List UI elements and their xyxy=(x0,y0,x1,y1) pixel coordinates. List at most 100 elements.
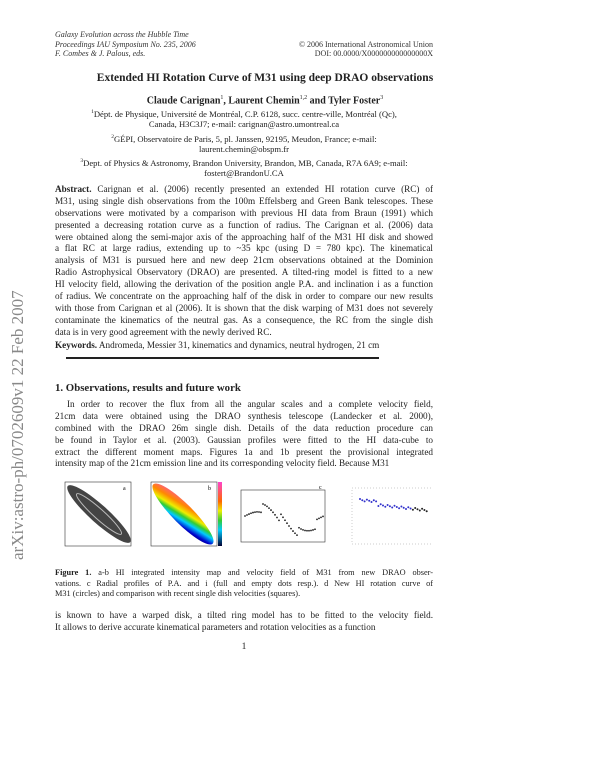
panel-label-b: b xyxy=(208,486,211,492)
data-point xyxy=(258,511,260,513)
aff-sup: 3 xyxy=(80,158,84,164)
data-point xyxy=(370,501,373,503)
text-line: combined with the DRAO 26m single dish. … xyxy=(55,422,433,433)
text-line: of radius. We concentrate on the approac… xyxy=(55,291,433,302)
data-point xyxy=(416,508,419,511)
data-point xyxy=(377,505,380,507)
data-point xyxy=(266,505,268,508)
affiliation-1: 1Dépt. de Physique, Université de Montré… xyxy=(55,107,433,130)
data-point xyxy=(270,509,272,511)
page-number: 1 xyxy=(241,642,247,652)
data-point xyxy=(398,507,401,510)
header-line: Galaxy Evolution across the Hubble Time xyxy=(55,30,189,39)
data-point xyxy=(298,526,300,529)
data-point xyxy=(306,529,308,532)
text-line: Radio Astrophysical Observatory (DRAO) a… xyxy=(55,267,433,278)
keywords-label: Keywords. xyxy=(55,340,98,350)
data-point xyxy=(405,508,407,510)
data-point xyxy=(322,515,324,518)
data-point xyxy=(388,505,391,508)
data-point xyxy=(421,507,424,510)
data-point xyxy=(361,499,364,502)
affiliation-2: 2GÉPI, Observatoire de Paris, 5, pl. Jan… xyxy=(55,132,433,155)
data-point xyxy=(365,498,368,501)
data-point xyxy=(304,529,306,532)
text-line: extract the different moment maps. Figur… xyxy=(55,446,433,457)
author: Laurent Chemin xyxy=(228,95,300,107)
text-line: a flat RC at large radius, extending up … xyxy=(55,243,433,254)
continuation-text: is known to have a warped disk, a tilted… xyxy=(55,610,433,634)
text-line: It allows to derive accurate kinematical… xyxy=(55,621,376,632)
data-point xyxy=(296,534,298,537)
aff-line: GÉPI, Observatoire de Paris, 5, pl. Jans… xyxy=(113,133,377,144)
text-line: with those from Carignan et al (2006). I… xyxy=(55,302,433,313)
data-point xyxy=(282,516,284,519)
data-point xyxy=(268,507,270,509)
header-line: F. Combes & J. Palous, eds. xyxy=(55,49,146,58)
data-point xyxy=(262,503,264,505)
data-point xyxy=(254,511,256,514)
abstract: Abstract. Carignan et al. (2006) recentl… xyxy=(55,184,433,339)
data-point xyxy=(363,500,366,503)
data-point xyxy=(368,499,371,502)
data-point xyxy=(244,515,246,517)
panel-a-intensity-map: a xyxy=(64,481,132,547)
data-point xyxy=(418,509,421,512)
data-point xyxy=(286,522,288,525)
text-line: Abstract. Carignan et al. (2006) recentl… xyxy=(55,184,433,196)
data-point xyxy=(246,514,248,516)
doi: DOI: 00.0000/X000000000000000X xyxy=(314,49,433,58)
data-point xyxy=(300,528,302,530)
author-sup: 1 xyxy=(220,95,224,101)
data-point xyxy=(294,532,296,535)
data-point xyxy=(250,512,252,515)
data-point xyxy=(400,505,403,508)
author: and Tyler Foster xyxy=(309,95,381,107)
data-point xyxy=(382,504,384,507)
author-sup: 3 xyxy=(380,95,384,101)
text-line: contaminate the kinematics of the neutra… xyxy=(55,314,433,325)
colorbar xyxy=(218,482,222,546)
data-point xyxy=(252,511,254,514)
section-body: In order to recover the flux from all th… xyxy=(55,399,433,470)
data-point xyxy=(384,505,387,508)
keywords-text: Andromeda, Messier 31, kinematics and dy… xyxy=(98,340,380,350)
panel-label-a: a xyxy=(123,486,126,492)
data-point xyxy=(411,508,414,511)
data-point xyxy=(379,503,382,506)
text-line: vations. c Radial profiles of P.A. and i… xyxy=(55,578,433,588)
data-point xyxy=(310,529,312,532)
text-line: In order to recover the flux from all th… xyxy=(67,399,433,409)
data-point xyxy=(280,513,282,516)
data-point xyxy=(274,513,276,516)
data-point xyxy=(359,498,361,500)
data-point xyxy=(312,529,314,531)
data-point xyxy=(272,511,274,514)
text-line: M31 (circles) and comparison with recent… xyxy=(55,589,301,598)
section-heading: 1. Observations, results and future work xyxy=(55,382,241,394)
data-point xyxy=(423,509,426,511)
data-point xyxy=(278,519,280,522)
text-line: 21cm data were obtained using the DRAO s… xyxy=(55,410,433,421)
aff-line: laurent.chemin@obspm.fr xyxy=(198,144,289,155)
data-point xyxy=(264,504,266,506)
aff-line: fostert@BrandonU.CA xyxy=(204,168,284,179)
running-header-right: © 2006 International Astronomical Union … xyxy=(233,40,433,59)
data-point xyxy=(248,513,250,515)
text-line: presented a decreasing rotation curve as… xyxy=(55,219,433,230)
data-point xyxy=(276,516,278,519)
aff-line: Dépt. de Physique, Université de Montréa… xyxy=(93,108,397,119)
paper-title: Extended HI Rotation Curve of M31 using … xyxy=(96,72,434,84)
data-point xyxy=(318,517,320,520)
data-point xyxy=(290,527,292,530)
running-header-left: Galaxy Evolution across the Hubble Time … xyxy=(55,30,196,59)
figure-caption: Figure 1. a-b HI integrated intensity ma… xyxy=(55,568,433,600)
author: Claude Carignan xyxy=(146,95,221,107)
aff-sup: 2 xyxy=(111,134,114,140)
text-line: is known to have a warped disk, a tilted… xyxy=(55,610,433,620)
text-line: HI velocity field, allowing the derivati… xyxy=(55,279,433,290)
text-line: M31, using single dish observations from… xyxy=(55,195,433,206)
data-point xyxy=(393,504,396,507)
panel-d-rotation-curve: d xyxy=(351,487,433,545)
text-line: data is in very good agreement with the … xyxy=(55,326,272,337)
